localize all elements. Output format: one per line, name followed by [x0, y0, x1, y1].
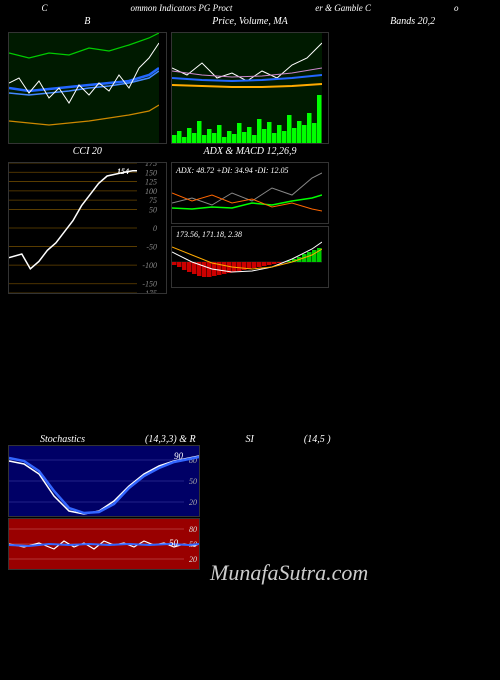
page-header: C ommon Indicators PG Proct er & Gamble … — [0, 0, 500, 16]
price-ma-chart — [171, 32, 330, 144]
svg-text:20: 20 — [189, 555, 197, 564]
stoch-label: Stochastics — [40, 434, 85, 445]
svg-text:90: 90 — [174, 451, 184, 461]
macd-chart: 173.56, 171.18, 2.38 — [171, 226, 330, 288]
svg-text:ADX: 48.72 +DI: 34.94 -DI: 1: ADX: 48.72 +DI: 34.94 -DI: 12.05 — [175, 166, 289, 175]
hdr-left: C — [41, 3, 47, 13]
svg-text:150: 150 — [145, 168, 157, 177]
cci-title: CCI 20 — [8, 146, 167, 160]
svg-text:125: 125 — [145, 178, 157, 187]
svg-text:173.56, 171.18, 2.38: 173.56, 171.18, 2.38 — [176, 230, 242, 239]
stoch-lower-chart: 80502050 — [8, 518, 200, 570]
bands-title: Bands 20,2 — [333, 16, 492, 30]
adx-chart: ADX: 48.72 +DI: 34.94 -DI: 12.05 — [171, 162, 330, 224]
svg-text:50: 50 — [149, 205, 157, 214]
bands-panel: Bands 20,2 — [333, 16, 492, 144]
adx-macd-title: ADX & MACD 12,26,9 — [171, 146, 330, 160]
watermark-text: MunafaSutra.com — [210, 560, 368, 586]
svg-text:50: 50 — [169, 538, 179, 548]
svg-text:-175: -175 — [142, 289, 157, 293]
svg-text:-150: -150 — [142, 280, 157, 289]
bollinger-chart — [8, 32, 167, 144]
hdr-right: o — [454, 3, 459, 13]
cci-panel: CCI 20 17515012510075500-50-100-150-1751… — [8, 146, 167, 294]
stoch-right: (14,5 ) — [304, 434, 331, 445]
svg-text:50: 50 — [189, 477, 197, 486]
svg-text:80: 80 — [189, 525, 197, 534]
stoch-container: 80502090 80502050 — [0, 445, 500, 570]
stoch-si: SI — [246, 434, 254, 445]
bollinger-title: B — [8, 16, 167, 30]
bollinger-panel: B — [8, 16, 167, 144]
svg-text:154: 154 — [117, 167, 129, 176]
svg-text:20: 20 — [189, 498, 197, 507]
stoch-title-row: Stochastics (14,3,3) & R SI (14,5 ) — [0, 434, 500, 445]
row-1: B Price, Volume, MA Bands 20,2 — [0, 16, 500, 144]
svg-text:0: 0 — [153, 224, 157, 233]
hdr-mid1: ommon Indicators PG Proct — [130, 3, 232, 13]
stoch-upper-chart: 80502090 — [8, 445, 200, 517]
hdr-mid2: er & Gamble C — [315, 3, 371, 13]
svg-text:-50: -50 — [146, 243, 157, 252]
svg-text:175: 175 — [145, 163, 157, 168]
svg-text:-100: -100 — [142, 261, 157, 270]
svg-text:100: 100 — [145, 187, 157, 196]
spacer-panel — [333, 146, 492, 294]
price-ma-panel: Price, Volume, MA — [171, 16, 330, 144]
price-ma-title: Price, Volume, MA — [171, 16, 330, 30]
stoch-params: (14,3,3) & R — [145, 434, 196, 445]
row-2: CCI 20 17515012510075500-50-100-150-1751… — [0, 146, 500, 294]
adx-macd-panel: ADX & MACD 12,26,9 ADX: 48.72 +DI: 34.94… — [171, 146, 330, 294]
cci-chart: 1751501251007550 0 -50 -100 -150-175 154 — [8, 162, 167, 294]
svg-text:75: 75 — [149, 196, 157, 205]
